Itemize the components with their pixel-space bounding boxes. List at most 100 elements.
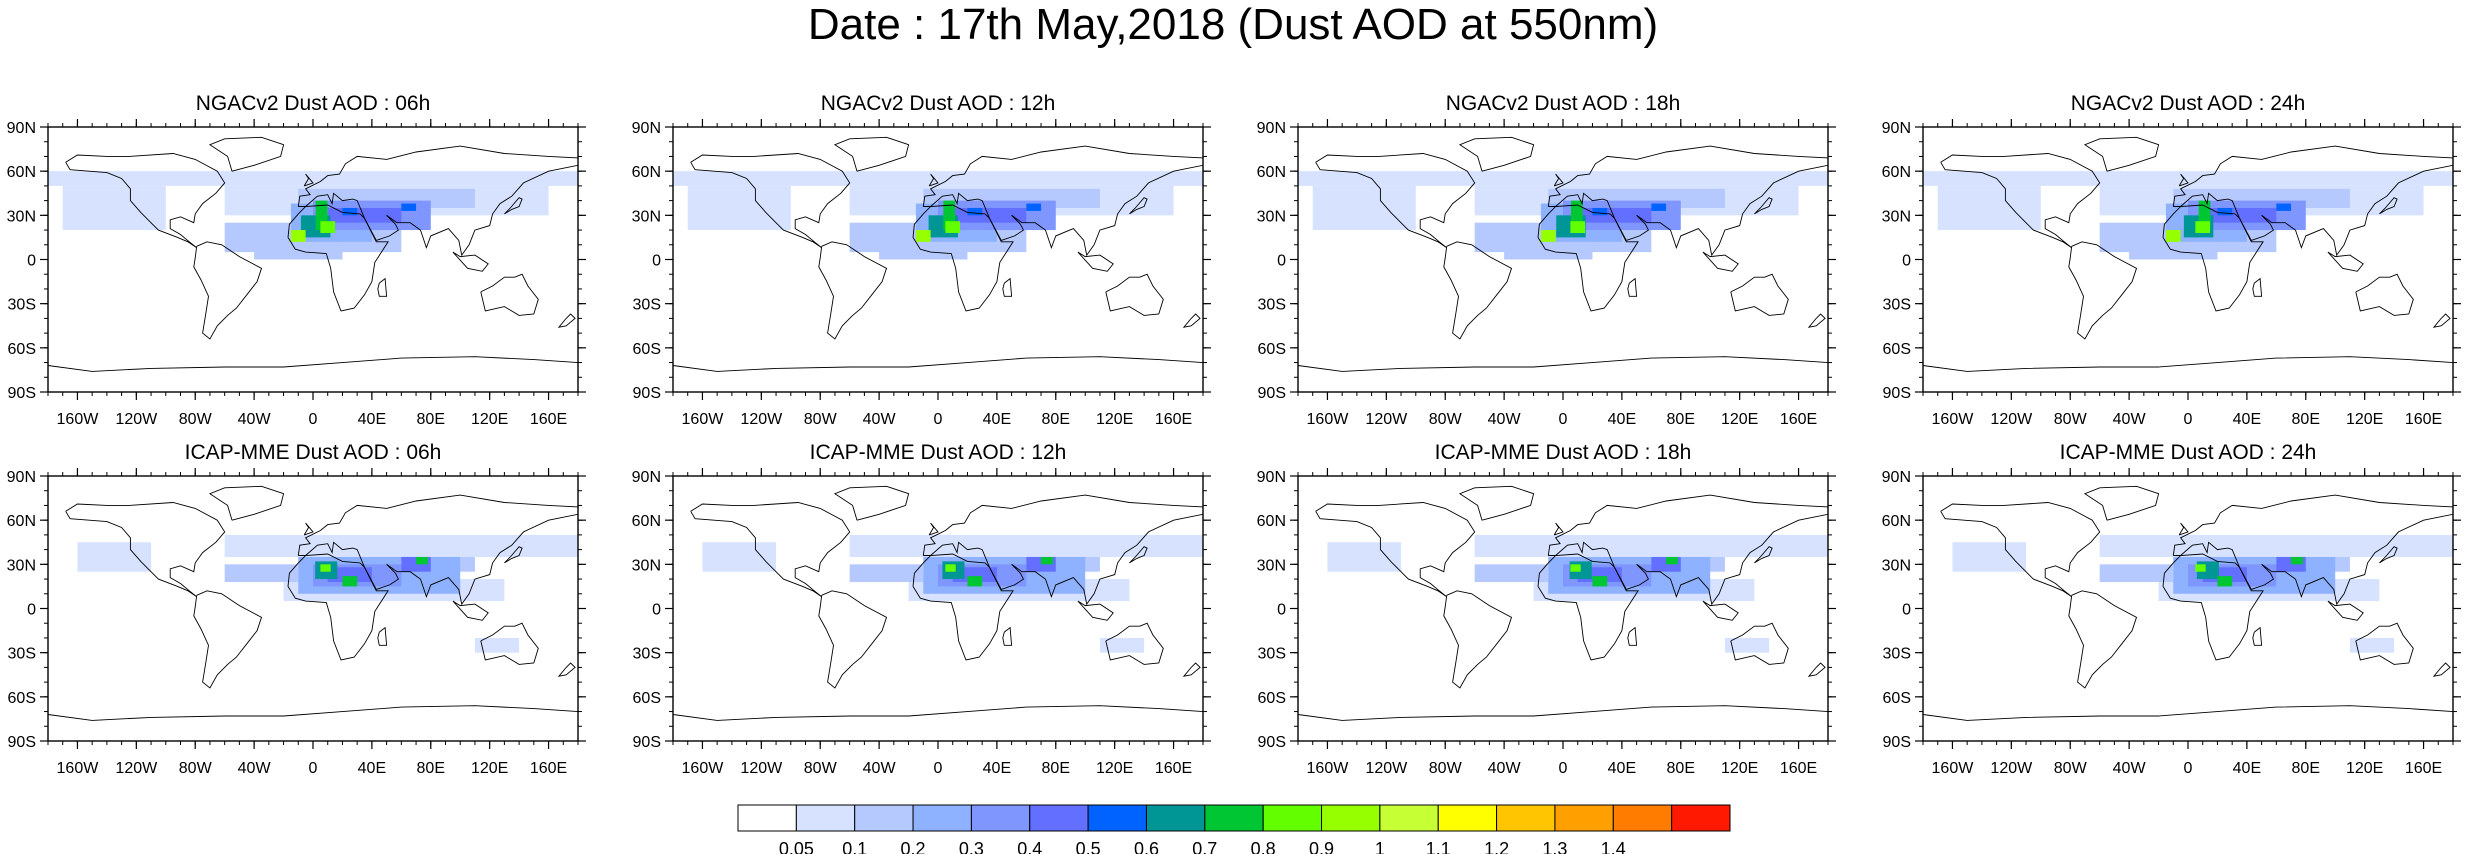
coastline: [65, 502, 226, 598]
lon-tick-label: 160E: [2405, 760, 2442, 777]
lat-tick-label: 90S: [8, 385, 36, 402]
coastline: [1922, 705, 2454, 721]
lon-tick-label: 40E: [1608, 411, 1636, 428]
figure-title: Date : 17th May,2018 (Dust AOD at 550nm): [807, 0, 1659, 49]
coastline: [1297, 356, 1829, 372]
lon-tick-label: 80E: [1042, 760, 1070, 777]
dust-aod-cell: [702, 542, 777, 572]
colorbar-swatch: [1671, 804, 1731, 832]
lon-tick-label: 160W: [682, 760, 725, 777]
coastline: [1553, 173, 1564, 187]
lon-tick-label: 40W: [1488, 760, 1522, 777]
coastline: [1537, 204, 1639, 312]
coastline: [1458, 136, 1535, 172]
dust-aod-cell: [1026, 203, 1042, 211]
lon-tick-label: 120E: [1721, 760, 1758, 777]
coastline: [2355, 622, 2414, 665]
lon-tick-label: 0: [2184, 760, 2193, 777]
coastline: [818, 590, 888, 689]
colorbar-label: 0.3: [959, 839, 984, 854]
coastline: [912, 204, 1014, 312]
panel-title-ngac-06h: NGACv2 Dust AOD : 06h: [195, 92, 431, 115]
coastline: [208, 136, 285, 172]
lat-tick-label: 60N: [632, 513, 661, 530]
panel-title-ngac-18h: NGACv2 Dust AOD : 18h: [1445, 92, 1681, 115]
dust-aod-cell: [320, 564, 331, 572]
lat-tick-label: 60N: [632, 164, 661, 181]
coastline: [1807, 313, 1826, 328]
coastline: [1754, 197, 1773, 215]
lon-tick-label: 80E: [417, 760, 445, 777]
map-panel: 160W 120W 80W 40W 0 40E 80E 120E 160E 90N 60N 30N 0 3…: [1882, 119, 2461, 428]
lon-tick-label: 80E: [1042, 411, 1070, 428]
lon-tick-label: 120W: [1990, 411, 2033, 428]
coastline: [2355, 273, 2414, 316]
lat-tick-label: 90S: [1883, 385, 1911, 402]
coastline: [928, 173, 939, 187]
lat-tick-label: 0: [27, 253, 36, 270]
lon-tick-label: 0: [1559, 760, 1568, 777]
dust-aod-cell: [1724, 637, 1770, 653]
lat-tick-label: 0: [652, 253, 661, 270]
coastline: [922, 145, 1204, 257]
coastline: [672, 356, 1204, 372]
lat-tick-label: 0: [1902, 253, 1911, 270]
dust-aod-cell: [2099, 534, 2453, 557]
lat-tick-label: 30N: [7, 557, 36, 574]
dust-aod-cell: [224, 534, 578, 557]
dust-aod-cell: [342, 207, 358, 216]
dust-aod-cell: [967, 207, 983, 216]
lon-tick-label: 120W: [115, 760, 158, 777]
lon-tick-label: 160W: [57, 760, 100, 777]
lat-tick-label: 90S: [1883, 734, 1911, 751]
colorbar-label: 0.8: [1251, 839, 1276, 854]
lon-tick-label: 120E: [1096, 411, 1133, 428]
dust-aod-cell: [673, 171, 1203, 186]
map-panel: 160W 120W 80W 40W 0 40E 80E 120E 160E 90N 60N 30N 0 3…: [7, 119, 586, 428]
lon-tick-label: 80W: [2054, 411, 2088, 428]
coastline: [297, 494, 579, 606]
map-panel-background: [673, 476, 1203, 741]
lat-tick-label: 60S: [1883, 341, 1911, 358]
colorbar-label: 1.4: [1601, 839, 1626, 854]
lat-tick-label: 90N: [1882, 120, 1911, 137]
coastline: [1105, 622, 1164, 665]
colorbar-swatch: [1321, 804, 1381, 832]
coastline: [1730, 273, 1789, 316]
lat-tick-label: 60N: [1257, 513, 1286, 530]
lat-tick-label: 30S: [8, 646, 36, 663]
lat-tick-label: 60N: [7, 164, 36, 181]
dust-aod-cell: [849, 534, 1203, 557]
dust-aod-cell: [1592, 207, 1608, 216]
dust-aod-cell: [943, 200, 956, 231]
coastline: [1129, 546, 1148, 564]
coastline: [2432, 662, 2451, 677]
lon-tick-label: 40W: [1488, 411, 1522, 428]
colorbar-swatch: [1087, 804, 1147, 832]
dust-aod-cell: [48, 171, 578, 186]
lat-tick-label: 60S: [8, 341, 36, 358]
lon-tick-label: 80E: [417, 411, 445, 428]
lat-tick-label: 60N: [7, 513, 36, 530]
coastline: [557, 313, 576, 328]
dust-aod-cell: [1570, 200, 1583, 231]
map-panel-background: [1923, 476, 2453, 741]
lat-tick-label: 60S: [8, 690, 36, 707]
coastline: [303, 522, 314, 536]
coastline: [2172, 145, 2454, 257]
lon-tick-label: 120E: [1096, 760, 1133, 777]
lon-tick-label: 80W: [1429, 760, 1463, 777]
coastline: [47, 705, 579, 721]
dust-aod-cell: [474, 637, 520, 653]
lon-tick-label: 160E: [1155, 411, 1192, 428]
lat-tick-label: 90N: [1257, 469, 1286, 486]
lat-tick-label: 60N: [1882, 513, 1911, 530]
lon-tick-label: 80E: [1667, 760, 1695, 777]
coastline: [2162, 553, 2264, 661]
coastline: [1537, 553, 1639, 661]
lat-tick-label: 30S: [1258, 646, 1286, 663]
dust-aod-cell: [1474, 534, 1828, 557]
coastline: [1002, 277, 1013, 297]
lat-tick-label: 90S: [633, 385, 661, 402]
dust-aod-cell: [1666, 556, 1678, 565]
